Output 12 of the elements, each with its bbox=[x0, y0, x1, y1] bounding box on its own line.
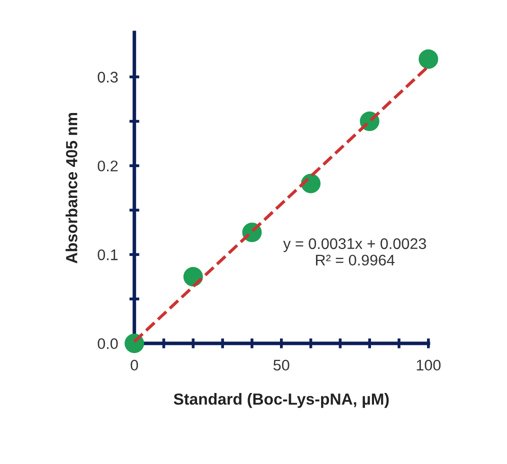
y-tick-label: 0.2 bbox=[98, 160, 118, 172]
x-axis-title: Standard (Boc-Lys-pNA, µM) bbox=[174, 393, 389, 408]
point bbox=[418, 49, 438, 69]
annotation: y = 0.0031x + 0.0023 R² = 0.9964 bbox=[283, 238, 426, 266]
x-tick-label: 50 bbox=[274, 360, 290, 371]
y-axis-title: Absorbance 405 nm bbox=[66, 113, 78, 264]
x-tick-label: 0 bbox=[130, 360, 138, 371]
y-tick-label: 0.0 bbox=[98, 338, 118, 350]
y-tick-label: 0.3 bbox=[98, 72, 118, 83]
y-tick-label: 0.1 bbox=[98, 249, 118, 260]
x-tick-label: 100 bbox=[416, 360, 441, 371]
point bbox=[124, 334, 144, 354]
